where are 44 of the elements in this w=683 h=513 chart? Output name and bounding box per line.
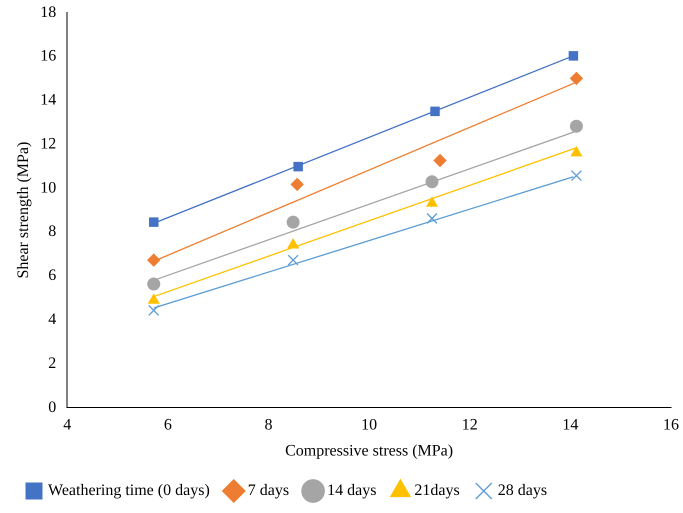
point [570,72,583,85]
point [570,170,582,182]
point [147,254,160,267]
legend-label: 7 days [248,482,290,500]
y-tick-label: 0 [48,398,56,416]
point [286,216,300,229]
x-tick-label: 4 [63,416,72,434]
x-tick-label: 8 [264,416,272,434]
y-tick-label: 14 [40,92,56,109]
legend-label: 21days [414,482,460,500]
x-tick-label: 16 [663,416,679,434]
y-tick-label: 2 [48,354,56,372]
point [148,304,160,316]
legend-label: Weathering time (0 days) [48,482,210,500]
y-tick-label: 12 [40,135,56,152]
x-tick-label: 6 [164,416,172,434]
x-tick-label: 14 [562,416,578,434]
point [425,175,438,188]
point [568,51,578,61]
x-tick-label: 10 [361,416,378,434]
point [430,106,440,116]
legend-label: 28 days [498,482,548,500]
point [570,146,582,156]
x-tick-label: 12 [462,416,478,434]
point [570,120,583,133]
point [148,294,160,304]
legend-label: 14 days [327,482,376,500]
y-tick-label: 16 [40,48,56,65]
point [149,217,158,227]
point [426,212,438,224]
point [147,278,160,291]
y-tick-label: 18 [40,4,56,21]
point [287,238,299,248]
point [426,196,438,207]
y-axis-title: Shear strength (MPa) [14,142,32,279]
point [290,178,304,191]
y-tick-label: 4 [48,311,56,328]
point [293,162,303,172]
point [288,254,299,266]
x-axis-title: Compressive stress (MPa) [285,442,454,460]
point [434,154,447,168]
y-tick-label: 8 [48,223,56,240]
y-tick-label: 10 [40,179,56,196]
y-tick-label: 6 [48,267,56,284]
